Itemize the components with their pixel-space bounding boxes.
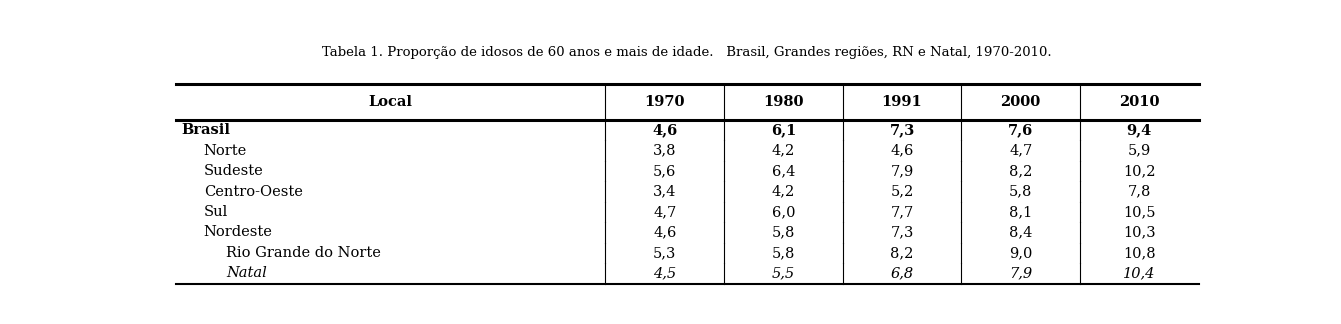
Text: 1970: 1970 [645, 95, 685, 109]
Text: 10,4: 10,4 [1122, 266, 1156, 280]
Text: 6,4: 6,4 [771, 164, 795, 178]
Text: Sudeste: Sudeste [204, 164, 263, 178]
Text: 5,5: 5,5 [772, 266, 795, 280]
Text: 4,6: 4,6 [652, 123, 677, 137]
Text: 4,6: 4,6 [890, 144, 913, 158]
Text: Centro-Oeste: Centro-Oeste [204, 185, 303, 199]
Text: 5,2: 5,2 [890, 185, 913, 199]
Text: 7,6: 7,6 [1008, 123, 1034, 137]
Text: 6,1: 6,1 [771, 123, 797, 137]
Text: 6,0: 6,0 [771, 205, 795, 219]
Text: 5,8: 5,8 [1008, 185, 1033, 199]
Text: 4,2: 4,2 [772, 144, 795, 158]
Text: 5,3: 5,3 [653, 246, 676, 260]
Text: 10,5: 10,5 [1122, 205, 1156, 219]
Text: 8,4: 8,4 [1008, 226, 1033, 239]
Text: 4,5: 4,5 [653, 266, 676, 280]
Text: 7,3: 7,3 [890, 226, 913, 239]
Text: 10,3: 10,3 [1122, 226, 1156, 239]
Text: 3,8: 3,8 [653, 144, 676, 158]
Text: Nordeste: Nordeste [204, 226, 272, 239]
Text: 5,9: 5,9 [1128, 144, 1151, 158]
Text: 6,8: 6,8 [890, 266, 913, 280]
Text: 2000: 2000 [1000, 95, 1041, 109]
Text: Norte: Norte [204, 144, 247, 158]
Text: 1980: 1980 [763, 95, 803, 109]
Text: Tabela 1. Proporção de idosos de 60 anos e mais de idade.   Brasil, Grandes regi: Tabela 1. Proporção de idosos de 60 anos… [322, 46, 1053, 59]
Text: Natal: Natal [227, 266, 267, 280]
Text: 4,2: 4,2 [772, 185, 795, 199]
Text: 8,2: 8,2 [1008, 164, 1033, 178]
Text: Local: Local [369, 95, 413, 109]
Text: 7,9: 7,9 [890, 164, 913, 178]
Text: 2010: 2010 [1118, 95, 1160, 109]
Text: 7,3: 7,3 [889, 123, 915, 137]
Text: 7,9: 7,9 [1008, 266, 1033, 280]
Text: 10,2: 10,2 [1122, 164, 1156, 178]
Text: 4,7: 4,7 [653, 205, 676, 219]
Text: 9,4: 9,4 [1126, 123, 1152, 137]
Text: 5,6: 5,6 [653, 164, 676, 178]
Text: 1991: 1991 [881, 95, 923, 109]
Text: Rio Grande do Norte: Rio Grande do Norte [227, 246, 381, 260]
Text: 5,8: 5,8 [771, 226, 795, 239]
Text: 7,8: 7,8 [1128, 185, 1151, 199]
Text: 8,1: 8,1 [1008, 205, 1033, 219]
Text: 10,8: 10,8 [1122, 246, 1156, 260]
Text: 7,7: 7,7 [890, 205, 913, 219]
Text: Brasil: Brasil [181, 123, 231, 137]
Text: 4,7: 4,7 [1008, 144, 1033, 158]
Text: 8,2: 8,2 [890, 246, 913, 260]
Text: 5,8: 5,8 [771, 246, 795, 260]
Text: 9,0: 9,0 [1008, 246, 1033, 260]
Text: 4,6: 4,6 [653, 226, 676, 239]
Text: Sul: Sul [204, 205, 228, 219]
Text: 3,4: 3,4 [653, 185, 676, 199]
